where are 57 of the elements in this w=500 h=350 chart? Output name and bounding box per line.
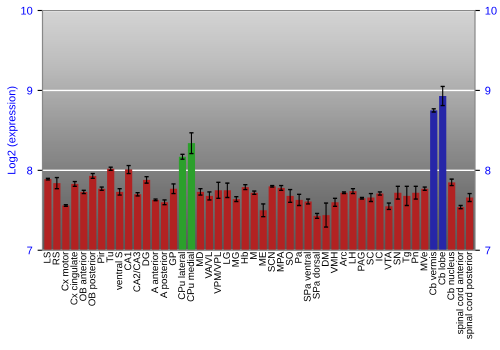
x-tick-label: LS xyxy=(44,252,50,263)
x-tick-label: VMH xyxy=(330,252,338,274)
x-tick-label: spinal cord posterior xyxy=(465,252,474,339)
x-tick-label: Cb nucleus xyxy=(447,252,454,300)
x-tick-label: ME xyxy=(259,252,266,266)
x-tick-label: Cb lobe xyxy=(438,252,446,285)
x-tick-label: RS xyxy=(52,252,60,264)
x-tick-label: GP xyxy=(169,252,176,266)
x-tick-label: VA/VL xyxy=(204,252,212,278)
x-tick-label: VPM/VPL xyxy=(214,252,221,294)
x-tick-label: SC xyxy=(366,252,374,265)
x-tick-label: MG xyxy=(232,252,239,266)
x-tick-label: MVe xyxy=(420,252,428,270)
y-tick-label: 8 xyxy=(27,166,32,174)
y2-tick-label: 7 xyxy=(485,246,490,254)
x-tick-label: CA1 xyxy=(124,252,132,270)
x-tick-label: SPa ventral xyxy=(304,252,311,302)
y-tick-label: 9 xyxy=(27,86,32,95)
x-tick-label: ventral S xyxy=(115,252,122,290)
x-tick-label: A anterior xyxy=(151,252,158,294)
x-tick-label: MD xyxy=(196,252,203,266)
x-tick-label: SCN xyxy=(268,252,275,272)
x-tick-label: spinal cord anterior xyxy=(456,252,466,334)
x-tick-label: OB anterior xyxy=(79,252,86,301)
y-tick-label: 10 xyxy=(21,6,32,15)
x-tick-label: LG xyxy=(223,252,230,264)
x-tick-label: PAG xyxy=(358,252,365,271)
x-tick-label: SN xyxy=(394,252,400,265)
y2-tick-label: 10 xyxy=(486,6,497,15)
x-tick-label: DM xyxy=(322,252,329,266)
x-tick-label: Hb xyxy=(240,252,248,264)
x-tick-label: LH xyxy=(348,252,356,264)
x-tick-label: DG xyxy=(142,252,150,266)
y2-tick-label: 9 xyxy=(485,86,490,95)
x-tick-label: IC xyxy=(376,252,382,260)
x-tick-label: Pa xyxy=(294,252,302,263)
x-tick-label: Cx motor xyxy=(62,252,68,291)
y-axis-title: Log2 (expression) xyxy=(7,86,18,174)
x-tick-label: M xyxy=(250,252,257,259)
y-tick-label: 7 xyxy=(27,246,32,254)
x-tick-label: Tg xyxy=(402,252,412,263)
x-tick-label: OB posterior xyxy=(88,252,98,306)
x-tick-label: SO xyxy=(286,252,293,266)
x-tick-label: Cx cingulate xyxy=(70,252,80,305)
x-tick-label: A posterior xyxy=(160,252,170,298)
x-tick-label: Pn xyxy=(412,252,418,263)
x-tick-label: CA2/CA3 xyxy=(133,252,140,292)
x-tick-label: CPu medial xyxy=(186,252,194,302)
x-tick-label: CPu lateral xyxy=(178,252,186,300)
x-tick-label: MPA xyxy=(277,252,284,272)
x-tick-label: Pir xyxy=(97,252,104,263)
x-tick-label: Tu xyxy=(106,252,114,262)
x-tick-label: VTA xyxy=(384,252,392,270)
x-tick-label: SPa dorsal xyxy=(312,252,320,299)
x-tick-label: Arc xyxy=(340,252,347,266)
y2-tick-label: 8 xyxy=(485,166,490,174)
x-tick-label: Cb vermis xyxy=(429,252,436,295)
